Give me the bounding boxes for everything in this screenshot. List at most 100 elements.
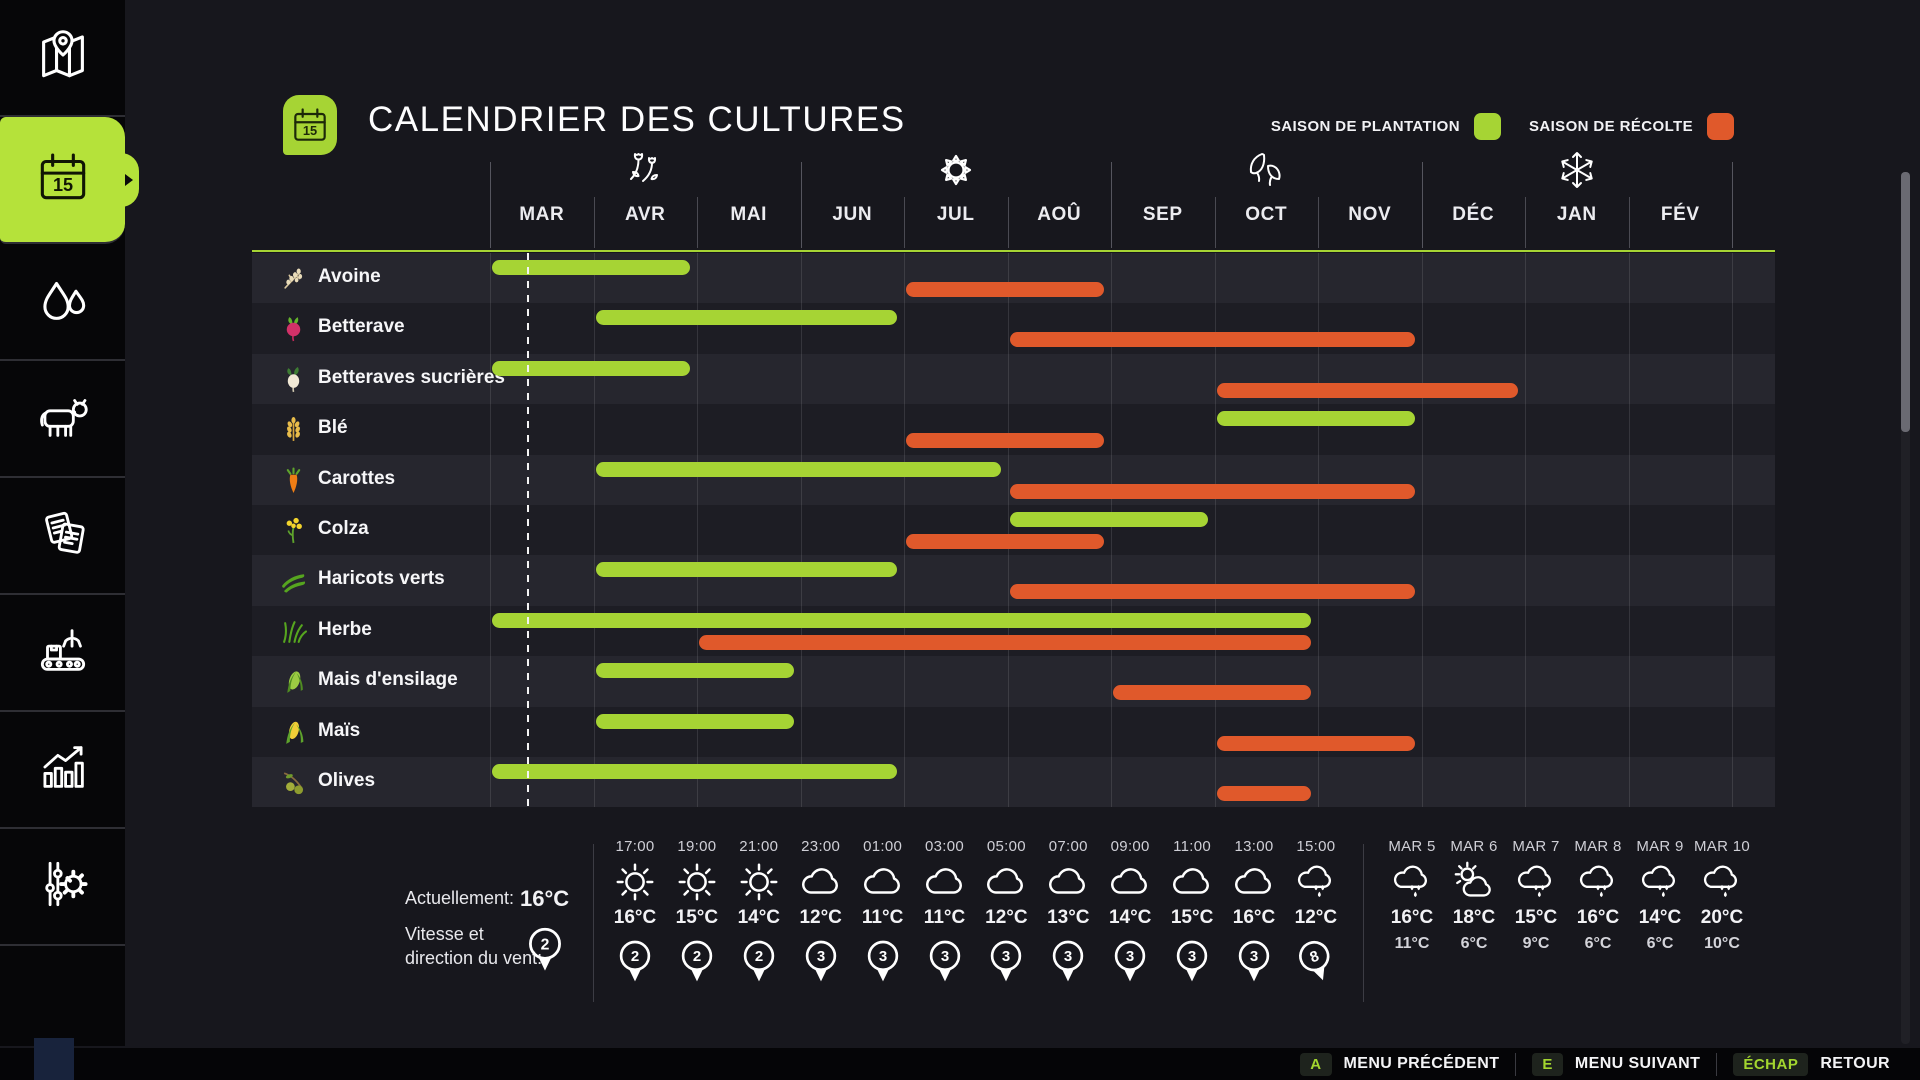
legend-recolte-label: SAISON DE RÉCOLTE xyxy=(1528,118,1693,135)
month-boundary-line xyxy=(1628,197,1630,248)
crop-label: Carottes xyxy=(318,467,396,489)
hour-label: 23:00 xyxy=(801,838,841,855)
plant-bar-haricots-verts xyxy=(595,562,897,578)
hour-temp: 16°C xyxy=(1232,907,1276,928)
day-label: MAR 6 xyxy=(1450,838,1498,855)
hour-temp: 11°C xyxy=(923,907,966,928)
hour-temp: 14°C xyxy=(1108,907,1152,928)
sidebar-item-settings[interactable] xyxy=(0,829,125,946)
sidebar-item-production[interactable] xyxy=(0,595,125,712)
crop-label: Olives xyxy=(318,770,376,791)
key-action-label: RETOUR xyxy=(1820,1055,1890,1072)
crop-label: Herbe xyxy=(318,618,372,640)
olive-icon xyxy=(280,769,307,796)
page-title: CALENDRIER DES CULTURES xyxy=(368,100,906,139)
crop-label: Betterave xyxy=(318,316,405,338)
grid-line xyxy=(697,253,698,807)
crop-row-8: Mais d'ensilage xyxy=(252,656,1775,707)
legend-recolte-swatch xyxy=(1707,113,1734,140)
wind-pin-icon: 2 xyxy=(677,937,717,985)
month-label-AVR: AVR xyxy=(624,204,666,225)
legend-plantation-swatch xyxy=(1473,113,1501,140)
current-temp-label: Actuellement: xyxy=(405,888,515,908)
hour-label: 05:00 xyxy=(986,838,1026,855)
month-label-DÉC: DÉC xyxy=(1452,204,1495,225)
day-high-temp: 20°C xyxy=(1700,907,1744,928)
key-action-label: MENU PRÉCÉDENT xyxy=(1343,1055,1500,1072)
autumn-leaves-icon xyxy=(1244,148,1288,192)
cloud-icon xyxy=(1169,859,1215,905)
sidebar-item-animals[interactable] xyxy=(0,361,125,478)
scrollbar-track[interactable] xyxy=(1901,172,1910,1044)
harvest-bar-colza xyxy=(906,534,1104,549)
sidebar-item-contracts[interactable] xyxy=(0,478,125,595)
hud-fragment xyxy=(34,1038,74,1080)
hour-temp: 12°C xyxy=(1294,907,1338,928)
harvest-bar-betterave xyxy=(1009,332,1415,348)
month-label-MAI: MAI xyxy=(730,204,768,225)
weather-panel: MARS 4 Actuellement: 16°C Vitesse et dir… xyxy=(0,828,1920,1028)
plant-bar-betteraves-sucri-res xyxy=(492,360,690,376)
hourly-forecast-19:00: 19:00 15°C 2 xyxy=(665,838,729,985)
day-label: MAR 5 xyxy=(1388,838,1436,855)
sidebar-item-statistics[interactable] xyxy=(0,712,125,829)
hour-temp: 12°C xyxy=(799,907,842,928)
footer-action-menu-pr-c-dent[interactable]: A MENU PRÉCÉDENT xyxy=(1284,1052,1515,1076)
rain-icon xyxy=(1699,859,1745,905)
svg-text:2: 2 xyxy=(631,948,639,965)
harvest-bar-olives xyxy=(1216,786,1311,801)
wind-pin-icon: 3 xyxy=(1172,937,1212,985)
hourly-forecast-07:00: 07:00 13°C 3 xyxy=(1036,838,1100,985)
current-temp-value: 16°C xyxy=(520,886,570,911)
month-label-AOÛ: AOÛ xyxy=(1037,204,1082,225)
wind-pin-icon: 3 xyxy=(1048,937,1088,985)
svg-text:3: 3 xyxy=(1064,948,1072,965)
rain-icon xyxy=(1637,859,1683,905)
harvest-bar-bl- xyxy=(906,433,1104,449)
svg-text:3: 3 xyxy=(878,948,886,965)
crop-calendar-chart: Avoine Betterave Betteraves sucrières Blé Ca… xyxy=(252,140,1775,820)
month-boundary-line xyxy=(800,162,802,248)
oat-icon xyxy=(280,265,307,292)
svg-text:2: 2 xyxy=(693,948,701,965)
month-boundary-line xyxy=(593,197,595,248)
sidebar-item-calendar[interactable]: 15 xyxy=(0,117,133,244)
day-high-temp: 16°C xyxy=(1576,907,1620,928)
statistics-icon xyxy=(32,736,94,803)
plant-bar-carottes xyxy=(595,461,1001,477)
month-boundary-line xyxy=(1525,197,1526,248)
rain-icon xyxy=(1389,859,1435,905)
grid-line xyxy=(593,253,595,807)
spring-flowers-icon xyxy=(623,148,667,192)
day-label: MAR 10 xyxy=(1694,838,1750,855)
month-label-JUN: JUN xyxy=(832,204,873,225)
svg-text:3: 3 xyxy=(817,948,825,965)
day-low-temp: 10°C xyxy=(1704,935,1740,952)
hour-label: 19:00 xyxy=(677,838,717,855)
plant-bar-avoine xyxy=(492,260,690,275)
plant-bar-mais-d-ensilage xyxy=(595,663,794,679)
month-boundary-line xyxy=(697,197,698,248)
footer-action-retour[interactable]: ÉCHAP RETOUR xyxy=(1716,1052,1906,1076)
sidebar-item-map[interactable] xyxy=(0,0,125,117)
grass-icon xyxy=(280,618,307,645)
cloud-icon xyxy=(1231,859,1277,905)
plant-bar-olives xyxy=(492,764,897,779)
carrot-icon xyxy=(280,467,307,494)
grid-line xyxy=(1421,253,1423,807)
canola-icon xyxy=(280,517,307,544)
sidebar-item-water[interactable] xyxy=(0,244,125,361)
wind-pin-icon: 3 xyxy=(1234,937,1274,985)
month-label-NOV: NOV xyxy=(1348,204,1392,225)
scrollbar-thumb[interactable] xyxy=(1901,172,1910,432)
cloud-icon xyxy=(983,859,1029,905)
crop-row-10: Olives xyxy=(252,757,1775,808)
cow-icon xyxy=(32,385,94,452)
day-low-temp: 6°C xyxy=(1584,935,1612,952)
footer-action-menu-suivant[interactable]: E MENU SUIVANT xyxy=(1515,1052,1716,1076)
crop-label: Haricots verts xyxy=(318,568,445,590)
crop-label: Mais d'ensilage xyxy=(318,669,458,691)
harvest-bar-betteraves-sucri-res xyxy=(1216,382,1518,398)
harvest-bar-herbe xyxy=(699,634,1311,650)
